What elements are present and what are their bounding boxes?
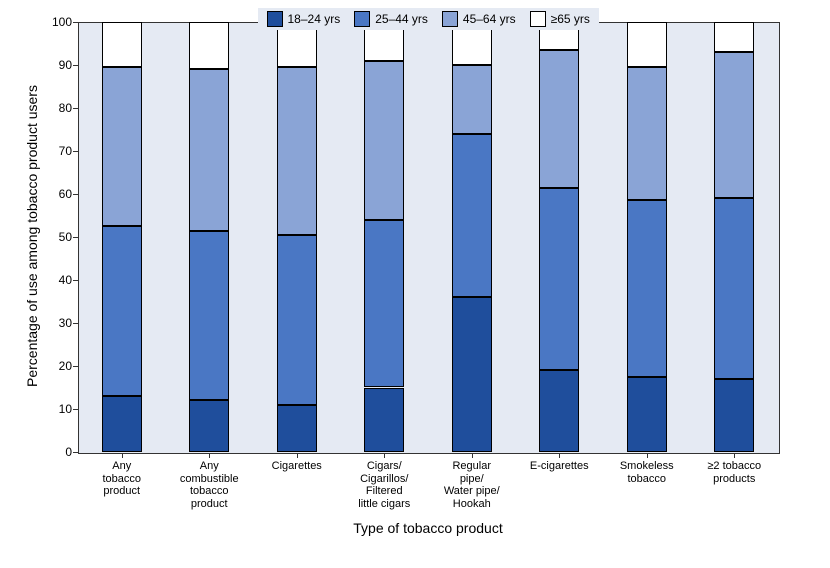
- x-tick-label: E-cigarettes: [516, 460, 602, 473]
- y-tick-mark: [73, 237, 78, 238]
- y-tick-label: 70: [36, 144, 72, 158]
- bar-segment: [364, 220, 404, 388]
- y-tick-label: 40: [36, 273, 72, 287]
- x-tick-label: Cigarettes: [254, 460, 340, 473]
- bar-segment: [189, 22, 229, 69]
- bar-segment: [452, 134, 492, 297]
- y-tick-label: 60: [36, 187, 72, 201]
- bar-segment: [189, 69, 229, 230]
- y-tick-mark: [73, 323, 78, 324]
- x-tick-mark: [647, 453, 648, 458]
- bar-segment: [539, 50, 579, 188]
- y-tick-label: 10: [36, 402, 72, 416]
- bar-segment: [714, 198, 754, 379]
- bar-segment: [277, 235, 317, 405]
- y-tick-mark: [73, 409, 78, 410]
- x-tick-label: Cigars/Cigarillos/Filteredlittle cigars: [341, 460, 427, 511]
- y-tick-label: 100: [36, 15, 72, 29]
- x-tick-mark: [559, 453, 560, 458]
- y-tick-label: 80: [36, 101, 72, 115]
- bar-segment: [277, 405, 317, 452]
- bar-segment: [539, 370, 579, 452]
- bar-segment: [189, 400, 229, 452]
- legend-swatch: [530, 11, 546, 27]
- legend-label: 18–24 yrs: [288, 12, 341, 26]
- y-tick-mark: [73, 22, 78, 23]
- legend-swatch: [442, 11, 458, 27]
- x-tick-mark: [297, 453, 298, 458]
- y-tick-mark: [73, 452, 78, 453]
- x-tick-label: Anytobaccoproduct: [79, 460, 165, 498]
- x-tick-mark: [122, 453, 123, 458]
- legend-swatch: [267, 11, 283, 27]
- legend-swatch: [354, 11, 370, 27]
- x-tick-mark: [472, 453, 473, 458]
- x-tick-mark: [209, 453, 210, 458]
- plot-area: [78, 22, 780, 454]
- x-tick-label: Smokelesstobacco: [604, 460, 690, 485]
- bar-segment: [102, 226, 142, 396]
- bar-segment: [627, 67, 667, 200]
- legend: 18–24 yrs 25–44 yrs 45–64 yrs ≥65 yrs: [258, 8, 599, 30]
- bar-segment: [189, 231, 229, 401]
- x-axis-label: Type of tobacco product: [78, 520, 778, 536]
- x-tick-label: Anycombustibletobaccoproduct: [166, 460, 252, 511]
- bar-segment: [714, 22, 754, 52]
- bar-segment: [364, 388, 404, 453]
- bar-segment: [277, 67, 317, 235]
- bar-segment: [102, 67, 142, 226]
- y-axis-label: Percentage of use among tobacco product …: [24, 85, 40, 387]
- bar-segment: [452, 65, 492, 134]
- bar-segment: [714, 379, 754, 452]
- y-tick-label: 30: [36, 316, 72, 330]
- y-tick-mark: [73, 65, 78, 66]
- bar-segment: [102, 22, 142, 67]
- y-tick-mark: [73, 108, 78, 109]
- bar-segment: [539, 188, 579, 371]
- bar-segment: [627, 22, 667, 67]
- x-tick-label: Regularpipe/Water pipe/Hookah: [429, 460, 515, 511]
- y-tick-label: 50: [36, 230, 72, 244]
- y-tick-mark: [73, 366, 78, 367]
- legend-item: 18–24 yrs: [267, 11, 341, 27]
- x-tick-mark: [384, 453, 385, 458]
- y-tick-label: 0: [36, 445, 72, 459]
- legend-label: 25–44 yrs: [375, 12, 428, 26]
- bar-segment: [714, 52, 754, 198]
- y-tick-mark: [73, 194, 78, 195]
- x-tick-mark: [734, 453, 735, 458]
- legend-label: ≥65 yrs: [551, 12, 590, 26]
- y-tick-label: 90: [36, 58, 72, 72]
- bar-segment: [627, 377, 667, 452]
- y-tick-mark: [73, 151, 78, 152]
- legend-item: 25–44 yrs: [354, 11, 428, 27]
- bar-segment: [627, 200, 667, 376]
- bar-segment: [364, 61, 404, 220]
- x-tick-label: ≥2 tobaccoproducts: [691, 460, 777, 485]
- legend-label: 45–64 yrs: [463, 12, 516, 26]
- bar-segment: [102, 396, 142, 452]
- tobacco-use-stacked-bar-chart: 0 10 20 30 40 50 60 70 80 90 100 Percentage of use …: [0, 0, 830, 568]
- bar-segment: [452, 297, 492, 452]
- legend-item: ≥65 yrs: [530, 11, 590, 27]
- y-tick-label: 20: [36, 359, 72, 373]
- legend-item: 45–64 yrs: [442, 11, 516, 27]
- y-tick-mark: [73, 280, 78, 281]
